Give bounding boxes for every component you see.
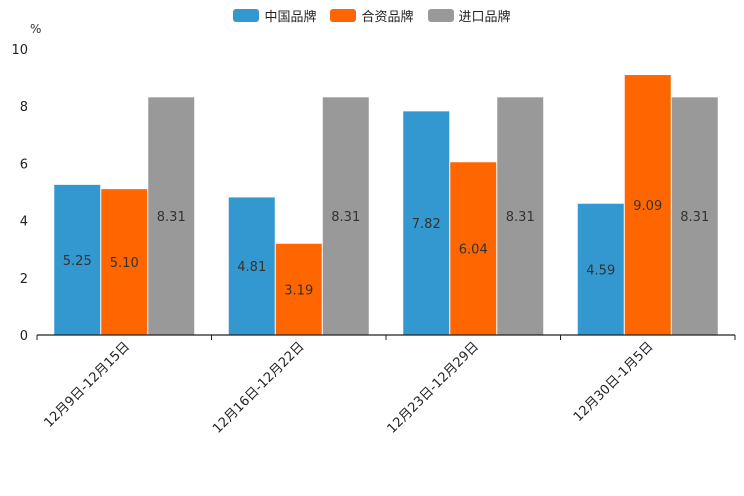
bar-china [228,197,275,335]
bar-value-label: 6.04 [459,243,488,258]
legend-label-joint-venture: 合资品牌 [361,10,414,25]
legend-label-import: 进口品牌 [458,10,511,25]
x-tick-label: 12月16日-12月22日 [210,339,307,436]
bar-value-label: 4.59 [586,263,615,278]
y-tick-label: 6 [20,157,28,172]
legend-item-china[interactable]: 中国品牌 [233,6,316,25]
bar-joint-venture [624,75,671,335]
bar-value-label: 5.10 [110,256,139,271]
y-tick-label: 8 [20,100,28,115]
legend-swatch-china [233,9,260,22]
y-axis-unit: % [30,22,42,36]
bar-value-label: 8.31 [680,210,709,225]
legend-item-joint-venture[interactable]: 合资品牌 [330,6,414,25]
x-tick-label: 12月23日-12月29日 [385,339,482,436]
legend-item-import[interactable]: 进口品牌 [427,6,511,25]
bar-value-label: 8.31 [157,210,186,225]
bar-value-label: 3.19 [284,283,313,298]
y-tick-label: 10 [11,43,28,58]
bar-value-label: 4.81 [237,260,266,275]
bar-import [322,97,369,335]
bar-value-label: 5.25 [63,254,92,269]
bar-value-label: 9.09 [633,199,662,214]
legend-label-china: 中国品牌 [264,10,317,25]
legend-swatch-import [427,9,454,22]
bar-joint-venture [275,243,322,335]
bar-china [403,111,450,336]
y-tick-label: 2 [20,272,28,287]
bar-value-label: 7.82 [412,217,441,232]
y-tick-label: 0 [20,329,28,344]
bar-china [577,203,624,335]
bar-import [497,97,544,335]
bar-china [54,184,101,335]
x-tick-label: 12月30日-1月5日 [571,339,657,425]
bar-joint-venture [450,162,497,335]
y-tick-label: 4 [20,215,28,230]
bar-import [671,97,718,335]
x-tick-label: 12月9日-12月15日 [41,339,133,431]
bar-value-label: 8.31 [506,210,535,225]
bar-import [148,97,195,335]
bar-value-label: 8.31 [331,210,360,225]
bar-joint-venture [101,189,148,335]
chart-legend: 中国品牌 合资品牌 进口品牌 [0,6,744,25]
legend-swatch-joint-venture [330,9,357,22]
